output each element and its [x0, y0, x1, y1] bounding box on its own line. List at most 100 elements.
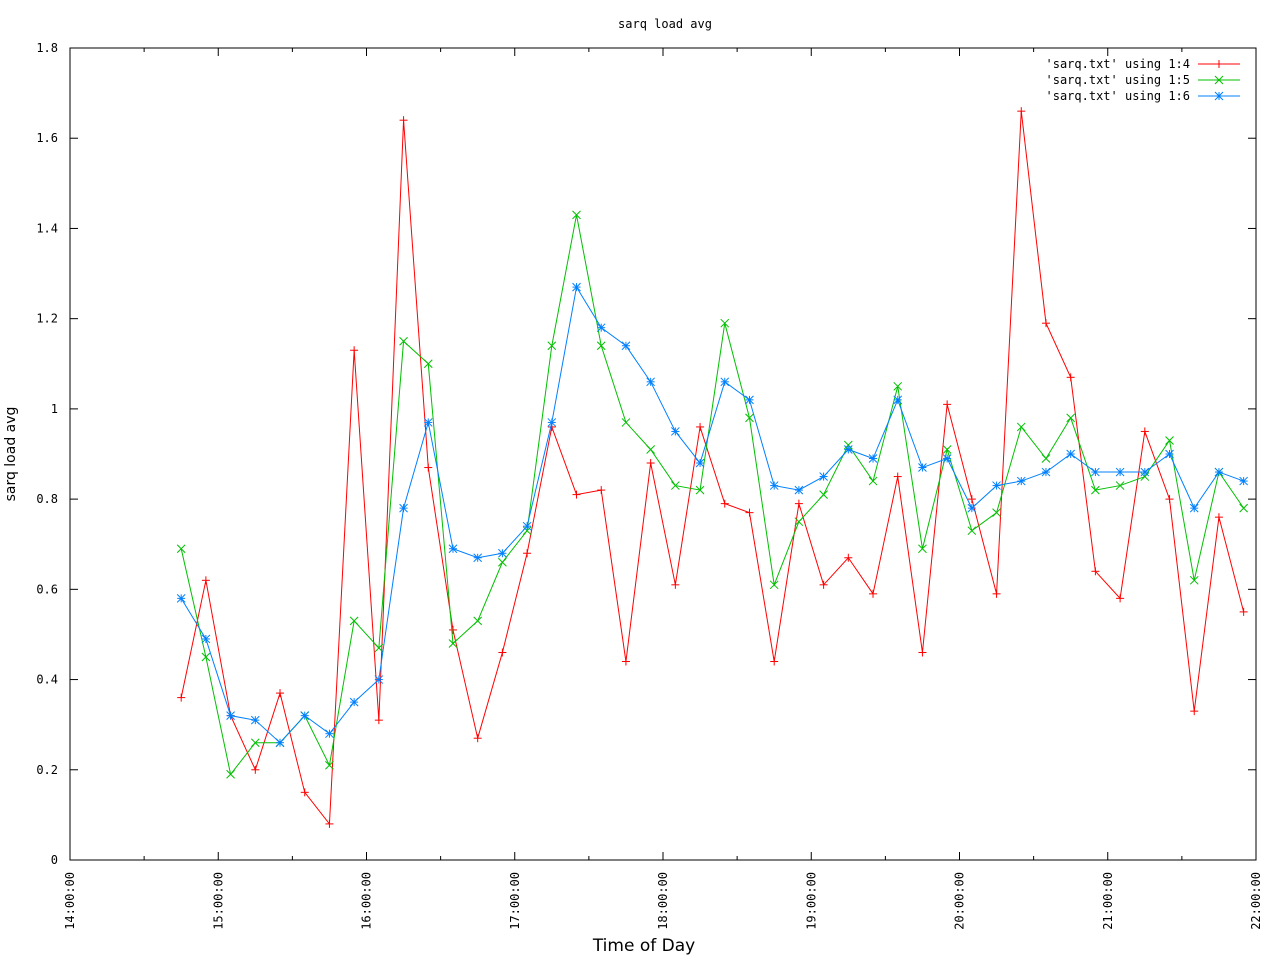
data-point	[992, 589, 1001, 598]
data-point	[1140, 472, 1150, 481]
y-axis: 0 0.2 0.4 0.6 0.8 1 1.2 1.4 1.6 1.8	[36, 41, 1256, 867]
data-point	[992, 481, 1001, 490]
data-point	[893, 395, 903, 405]
data-point	[473, 553, 483, 563]
data-point	[1041, 454, 1051, 463]
data-point	[819, 580, 828, 589]
data-point	[1017, 107, 1026, 116]
data-point	[176, 544, 186, 554]
legend-marker	[1215, 60, 1223, 68]
y-axis-label: sarq load avg	[3, 407, 19, 502]
data-point	[1165, 449, 1174, 459]
data-point	[720, 499, 729, 508]
data-point	[918, 648, 927, 657]
y-tick-label: 1.2	[36, 312, 58, 326]
data-point	[720, 318, 730, 328]
data-point	[1066, 373, 1075, 382]
data-point	[745, 395, 754, 405]
x-axis: 14:00:00 15:00:00 16:00:00 17:00:00 18:00:00…	[63, 48, 1263, 930]
data-point	[621, 341, 631, 351]
data-point	[695, 458, 705, 468]
data-point	[745, 508, 754, 517]
data-point	[918, 544, 927, 554]
data-point	[646, 377, 655, 387]
data-point	[597, 486, 606, 495]
x-tick-label: 19:00:00	[804, 872, 818, 930]
data-point	[522, 526, 532, 536]
x-tick-label: 16:00:00	[360, 872, 374, 930]
data-point	[967, 526, 977, 536]
x-axis-label: Time of Day	[592, 936, 695, 956]
x-tick-label: 18:00:00	[656, 872, 670, 930]
data-point	[1165, 495, 1174, 504]
legend-label: 'sarq.txt' using 1:4	[1046, 57, 1191, 71]
data-point	[843, 445, 853, 454]
y-tick-label: 0.8	[36, 492, 58, 506]
legend: 'sarq.txt' using 1:4 'sarq.txt' using 1:5…	[1046, 57, 1240, 103]
data-point	[942, 445, 952, 454]
data-point	[1091, 567, 1100, 576]
series-line	[180, 214, 1245, 776]
data-point	[769, 580, 779, 590]
data-point	[325, 819, 334, 828]
data-point	[300, 788, 309, 797]
data-point	[201, 576, 210, 585]
data-point	[448, 544, 458, 554]
data-point	[572, 210, 581, 220]
data-point	[1214, 467, 1224, 477]
y-tick-label: 1.8	[36, 41, 58, 55]
data-point	[572, 282, 581, 292]
data-point	[250, 738, 260, 748]
series-1	[177, 107, 1248, 828]
data-point	[1239, 503, 1248, 513]
x-tick-label: 22:00:00	[1249, 872, 1263, 930]
data-point	[868, 454, 878, 463]
y-tick-label: 0.2	[36, 763, 58, 777]
series-line	[180, 111, 1245, 826]
x-tick-label: 17:00:00	[508, 872, 522, 930]
data-point	[1016, 422, 1026, 432]
data-point	[399, 116, 408, 125]
data-point	[399, 336, 408, 346]
data-point	[547, 341, 557, 351]
data-point	[869, 589, 878, 598]
data-point	[1091, 485, 1100, 495]
data-point	[695, 485, 705, 495]
data-point	[374, 675, 384, 684]
data-point	[1165, 436, 1174, 445]
data-point	[423, 359, 433, 369]
y-tick-label: 1.6	[36, 131, 58, 145]
data-point	[1115, 467, 1125, 477]
series-3	[176, 282, 1248, 748]
data-point	[671, 580, 680, 589]
data-point	[572, 490, 581, 499]
x-tick-label: 20:00:00	[953, 872, 967, 930]
x-tick-label: 15:00:00	[211, 872, 225, 930]
data-point	[1189, 503, 1199, 513]
data-point	[770, 657, 779, 666]
data-point	[671, 427, 680, 436]
data-point	[596, 323, 606, 333]
data-point	[769, 481, 779, 490]
data-point	[374, 643, 384, 653]
data-point	[325, 760, 334, 770]
data-point	[1239, 607, 1248, 616]
data-point	[498, 557, 507, 567]
y-tick-label: 1.4	[36, 221, 58, 235]
data-point	[819, 472, 828, 481]
data-point	[596, 341, 606, 351]
data-point	[275, 738, 285, 748]
data-point	[374, 716, 383, 725]
data-point	[1091, 467, 1100, 477]
data-point	[177, 693, 186, 702]
data-point	[423, 418, 433, 427]
data-point	[967, 503, 977, 513]
data-point	[276, 689, 285, 698]
series-line	[180, 285, 1244, 744]
y-tick-label: 1	[51, 402, 58, 416]
data-point	[696, 422, 705, 431]
data-point	[1239, 476, 1248, 486]
data-point	[621, 418, 631, 427]
data-point	[498, 548, 507, 558]
